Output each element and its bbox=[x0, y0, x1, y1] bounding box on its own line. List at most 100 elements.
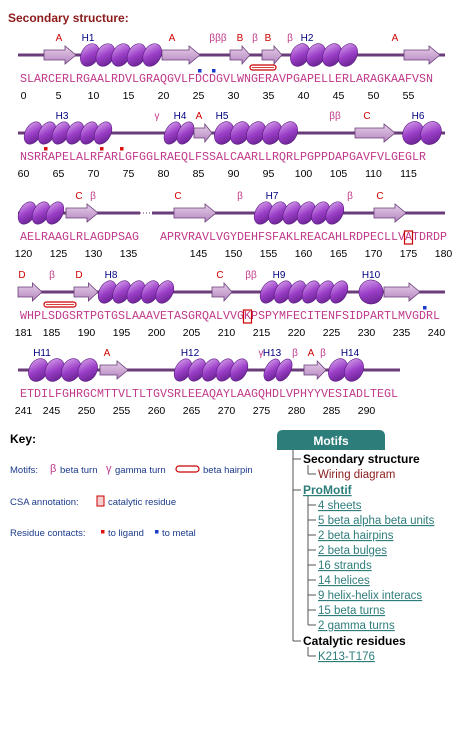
structure-label: H2 bbox=[301, 33, 314, 44]
key-label: Residue contacts: bbox=[10, 528, 86, 539]
residue-number: 10 bbox=[88, 90, 100, 102]
gamma-symbol: γ bbox=[106, 463, 112, 475]
panel-item[interactable]: 2 beta hairpins bbox=[318, 530, 394, 542]
residue-number: 260 bbox=[148, 405, 166, 417]
residue-number: 145 bbox=[190, 248, 208, 260]
residue-number: 95 bbox=[263, 168, 275, 180]
panel-item[interactable]: 15 beta turns bbox=[318, 605, 385, 617]
helix bbox=[80, 43, 162, 67]
panel-item[interactable]: Wiring diagram bbox=[318, 469, 395, 481]
helix-turn bbox=[278, 121, 298, 145]
residue-number: 255 bbox=[113, 405, 131, 417]
residue-number: 220 bbox=[288, 327, 306, 339]
residue-number: 115 bbox=[400, 168, 417, 180]
panel-item[interactable]: K213-T176 bbox=[318, 651, 375, 663]
structure-label: H8 bbox=[105, 270, 118, 281]
panel-item[interactable]: 14 helices bbox=[318, 575, 370, 587]
structure-label: γ bbox=[259, 348, 264, 359]
residue-number: 105 bbox=[330, 168, 348, 180]
panel-item[interactable]: 2 beta bulges bbox=[318, 545, 387, 557]
residue-number: 60 bbox=[18, 168, 30, 180]
structure-label: B bbox=[265, 33, 272, 44]
structure-label: A bbox=[169, 33, 176, 44]
key-label: CSA annotation: bbox=[10, 497, 79, 508]
contact-dot bbox=[212, 69, 216, 73]
panel-item[interactable]: 4 sheets bbox=[318, 500, 362, 512]
helix-turn bbox=[229, 358, 249, 382]
strand-arrow bbox=[193, 122, 213, 144]
residue-number: 35 bbox=[263, 90, 275, 102]
strand-arrow bbox=[43, 45, 77, 65]
residue-number: 155 bbox=[260, 248, 278, 260]
structure-label: β bbox=[49, 270, 55, 281]
helix bbox=[28, 358, 98, 382]
residue-number: 5 bbox=[56, 90, 62, 102]
structure-label: βββ bbox=[209, 33, 227, 44]
strand-arrow bbox=[73, 282, 99, 302]
panel-tab-label: Motifs bbox=[313, 434, 349, 448]
ligand-icon bbox=[101, 530, 105, 534]
structure-label: H5 bbox=[216, 111, 229, 122]
panel-item[interactable]: 9 helix-helix interacs bbox=[318, 590, 422, 602]
residue-number: 210 bbox=[218, 327, 236, 339]
structure-label: H4 bbox=[174, 111, 187, 122]
residue-number: 65 bbox=[53, 168, 65, 180]
residue-number: 265 bbox=[183, 405, 201, 417]
residue-number: 245 bbox=[43, 405, 61, 417]
title: Secondary structure: bbox=[8, 11, 129, 25]
helix bbox=[290, 43, 358, 67]
structure-label: A bbox=[196, 111, 203, 122]
strand-arrow bbox=[261, 44, 283, 66]
contact-dot bbox=[44, 147, 48, 151]
residue-number: 190 bbox=[78, 327, 96, 339]
structure-label: β bbox=[287, 33, 293, 44]
residue-number: 185 bbox=[43, 327, 61, 339]
panel-link[interactable]: ProMotif bbox=[303, 483, 353, 497]
strand-arrow bbox=[383, 282, 421, 302]
catalytic-residue bbox=[242, 309, 253, 324]
residue-number: 235 bbox=[393, 327, 411, 339]
residue-number: 15 bbox=[123, 90, 135, 102]
contact-dot bbox=[198, 69, 202, 73]
panel-item[interactable]: 2 gamma turns bbox=[318, 620, 395, 632]
residue-number: 215 bbox=[253, 327, 271, 339]
helix-turn bbox=[45, 201, 65, 225]
strand-arrow bbox=[65, 203, 99, 223]
structure-label: β bbox=[292, 348, 298, 359]
contact-dot bbox=[423, 306, 427, 310]
residue-number: 30 bbox=[228, 90, 240, 102]
residue-number: 170 bbox=[365, 248, 383, 260]
panel-item[interactable]: 16 strands bbox=[318, 560, 372, 572]
residue-number: 85 bbox=[193, 168, 205, 180]
helix-turn bbox=[344, 358, 364, 382]
key-item: to ligand bbox=[108, 528, 144, 539]
key-label: Motifs: bbox=[10, 465, 38, 476]
panel-tab bbox=[277, 430, 385, 450]
structure-label: C bbox=[75, 191, 82, 202]
panel-item[interactable]: 5 beta alpha beta units bbox=[318, 515, 435, 527]
key-item: to metal bbox=[162, 528, 196, 539]
structure-label: D bbox=[18, 270, 25, 281]
residue-number: 160 bbox=[295, 248, 313, 260]
strand-arrow bbox=[229, 44, 251, 66]
strand-arrow bbox=[354, 123, 396, 143]
panel-section: Catalytic residues bbox=[303, 634, 406, 648]
structure-label: H6 bbox=[412, 111, 425, 122]
strand-arrow bbox=[403, 45, 441, 65]
residue-number: 55 bbox=[403, 90, 415, 102]
helix-turn bbox=[142, 43, 162, 67]
structure-label: γ bbox=[155, 111, 160, 122]
structure-label: C bbox=[216, 270, 223, 281]
strand-arrow bbox=[373, 203, 407, 223]
residue-number: 230 bbox=[358, 327, 376, 339]
helix-turn bbox=[338, 43, 358, 67]
strand-arrow bbox=[17, 282, 43, 302]
helix bbox=[97, 280, 175, 304]
residue-number: 290 bbox=[358, 405, 376, 417]
residue-number: 280 bbox=[288, 405, 306, 417]
strand-arrow bbox=[211, 281, 233, 303]
helix bbox=[163, 121, 195, 145]
helix bbox=[328, 358, 364, 382]
structure-label: D bbox=[75, 270, 82, 281]
